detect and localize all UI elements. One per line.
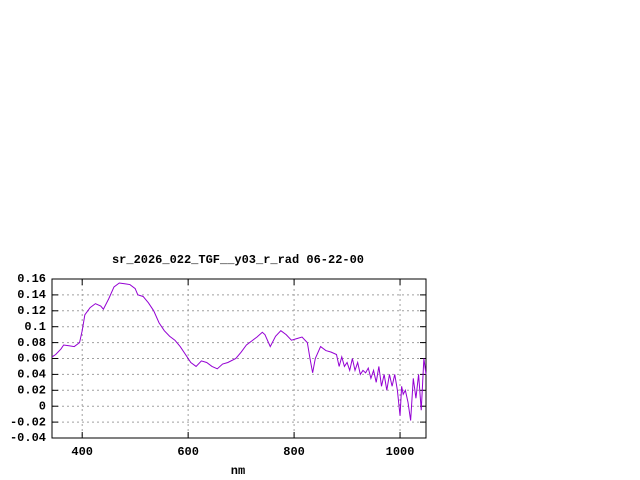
- y-tick-label: 0.12: [17, 304, 46, 318]
- x-tick-label: 600: [177, 445, 199, 459]
- y-tick-label: -0.02: [10, 415, 46, 429]
- y-tick-label: 0: [39, 399, 46, 413]
- y-tick-label: 0.1: [24, 320, 46, 334]
- y-tick-label: -0.04: [10, 431, 46, 445]
- y-tick-label: 0.06: [17, 352, 46, 366]
- y-tick-label: 0.08: [17, 336, 46, 350]
- x-tick-label: 1000: [386, 445, 415, 459]
- x-tick-label: 800: [283, 445, 305, 459]
- y-tick-label: 0.02: [17, 383, 46, 397]
- x-tick-label: 400: [71, 445, 93, 459]
- plot-border: [51, 278, 427, 439]
- y-tick-label: 0.16: [17, 272, 46, 286]
- chart-title: sr_2026_022_TGF__y03_r_rad 06-22-00: [112, 253, 364, 267]
- y-tick-label: 0.14: [17, 288, 46, 302]
- data-line: [51, 282, 427, 421]
- y-tick-label: 0.04: [17, 368, 46, 382]
- x-axis-label: nm: [231, 464, 245, 478]
